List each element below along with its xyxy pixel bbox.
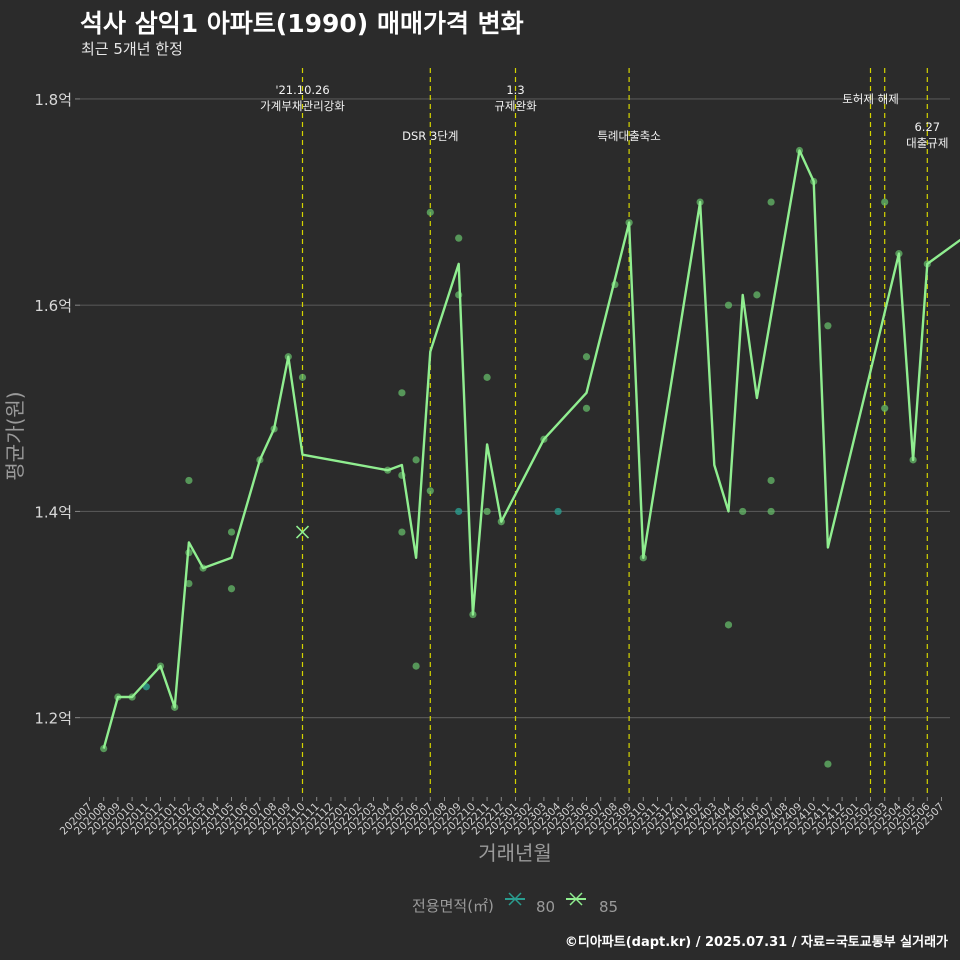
source-caption: ©디아파트(dapt.kr) / 2025.07.31 / 자료=국토교통부 실… bbox=[564, 935, 948, 950]
scatter-point-85 bbox=[298, 373, 307, 381]
scatter-point-85 bbox=[185, 476, 193, 485]
event-label: 1.3 bbox=[506, 83, 524, 97]
legend-key-80 bbox=[505, 892, 525, 906]
scatter-point-85 bbox=[483, 507, 491, 516]
chart-title: 석사 삼익1 아파트(1990) 매매가격 변화 bbox=[80, 9, 524, 38]
scatter-point-85 bbox=[767, 507, 775, 516]
series-line-85 bbox=[102, 149, 960, 749]
legend-label-85: 85 bbox=[599, 898, 618, 916]
event-label: 6.27 bbox=[914, 120, 940, 134]
scatter-point-85 bbox=[227, 585, 236, 593]
y-tick-label: 1.2억 bbox=[34, 710, 72, 728]
y-tick-label: 1.4억 bbox=[34, 503, 72, 521]
x-axis-title: 거래년월 bbox=[478, 841, 552, 865]
scatter-point-85 bbox=[881, 404, 889, 412]
scatter-point-80 bbox=[554, 507, 562, 516]
event-label: 특례대출축소 bbox=[597, 129, 660, 143]
event-label: 가계부채관리강화 bbox=[260, 99, 345, 113]
y-tick-label: 1.8억 bbox=[34, 91, 72, 109]
event-label: 토허제 해제 bbox=[842, 92, 899, 106]
legend-label-80: 80 bbox=[536, 898, 555, 916]
scatter-point-85 bbox=[398, 389, 406, 397]
legend-title: 전용면적(㎡) bbox=[412, 897, 494, 915]
scatter-point-85 bbox=[824, 760, 832, 768]
scatter-point-85 bbox=[185, 580, 193, 588]
scatter-point-85 bbox=[824, 322, 832, 330]
scatter-point-85 bbox=[724, 621, 733, 629]
scatter-point-85 bbox=[767, 476, 775, 485]
scatter-point-85 bbox=[753, 291, 761, 299]
event-label: '21.10.26 bbox=[275, 83, 329, 97]
event-label: DSR 3단계 bbox=[402, 129, 458, 143]
scatter-point-85 bbox=[582, 353, 591, 361]
scatter-point-85 bbox=[582, 404, 591, 412]
y-tick-label: 1.6억 bbox=[34, 297, 72, 315]
scatter-point-85 bbox=[426, 208, 434, 216]
scatter-point-85 bbox=[881, 198, 889, 206]
scatter-point-85 bbox=[227, 528, 236, 536]
scatter-point-85 bbox=[483, 373, 491, 381]
scatter-point-85 bbox=[426, 487, 434, 495]
scatter-point-80 bbox=[455, 507, 463, 516]
scatter-point-85 bbox=[398, 528, 406, 536]
scatter-point-85 bbox=[412, 456, 420, 464]
legend-key-85 bbox=[566, 892, 586, 906]
event-label: 규제완화 bbox=[494, 99, 537, 113]
scatter-point-85 bbox=[724, 301, 733, 309]
cross-marker bbox=[295, 525, 310, 539]
y-axis-title: 평균가(원) bbox=[3, 391, 27, 480]
scatter-point-85 bbox=[455, 234, 463, 242]
legend: 전용면적(㎡) 80 85 bbox=[412, 892, 618, 916]
scatter-point-85 bbox=[412, 662, 420, 670]
event-label: 대출규제 bbox=[906, 136, 948, 150]
scatter-point-85 bbox=[767, 198, 775, 206]
scatter-point-85 bbox=[739, 507, 747, 516]
chart-subtitle: 최근 5개년 한정 bbox=[81, 40, 183, 58]
